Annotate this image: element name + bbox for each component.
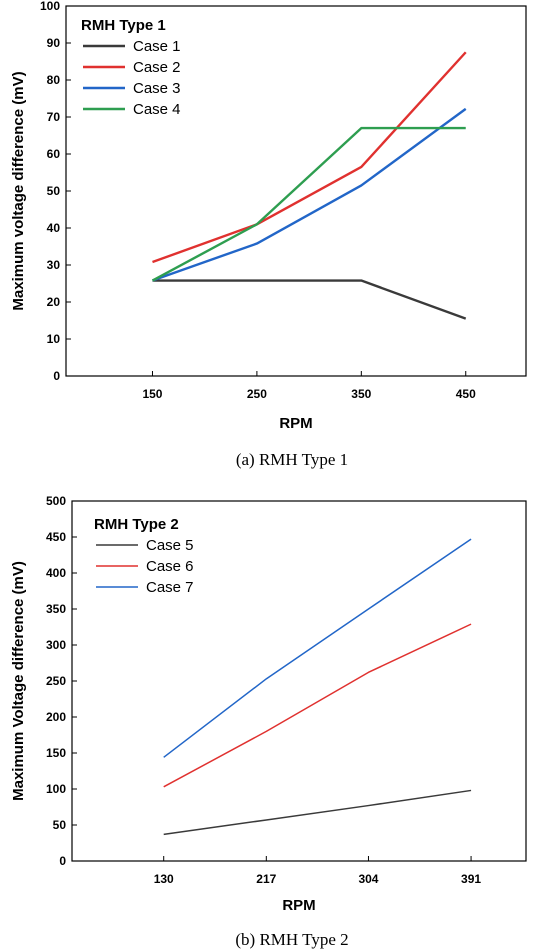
y-axis-ticks-1: 0 10 20 30 40 50 60 70 80 90 100	[40, 0, 71, 383]
legend-2: RMH Type 2 Case 5 Case 6 Case 7	[94, 516, 194, 596]
y-tick-label: 40	[47, 221, 61, 235]
y-tick-label: 90	[47, 36, 61, 50]
chart-rmh-type-2: 0 50 100 150 200 250 300 350 400 450 500 130 217 304…	[10, 494, 527, 949]
legend-entry-label: Case 4	[133, 101, 181, 118]
legend-entry-label: Case 1	[133, 38, 181, 55]
series-line-case-6	[163, 623, 472, 788]
x-tick-label: 350	[351, 387, 371, 401]
y-tick-label: 30	[47, 258, 61, 272]
y-axis-label: Maximum voltage difference (mV)	[10, 71, 27, 310]
x-tick-label: 450	[456, 387, 476, 401]
legend-entry-label: Case 7	[146, 579, 194, 596]
y-tick-label: 80	[47, 73, 61, 87]
y-tick-label: 0	[59, 854, 66, 868]
y-axis-label: Maximum Voltage difference (mV)	[10, 561, 27, 801]
x-tick-label: 250	[247, 387, 267, 401]
y-tick-label: 10	[47, 332, 61, 346]
x-tick-label: 304	[358, 872, 378, 886]
y-tick-label: 100	[40, 0, 60, 13]
legend-entry-label: Case 3	[133, 80, 181, 97]
series-line-case-3	[152, 107, 467, 282]
legend-1: RMH Type 1 Case 1 Case 2 Case 3 Case 4	[81, 17, 181, 118]
series-line-case-4	[151, 126, 466, 282]
y-tick-label: 60	[47, 147, 61, 161]
x-axis-label: RPM	[279, 415, 312, 432]
series-line-case-5	[163, 789, 472, 836]
legend-entry-label: Case 6	[146, 558, 194, 575]
y-tick-label: 50	[53, 818, 67, 832]
figure-caption: (a) RMH Type 1	[236, 450, 348, 469]
x-tick-label: 391	[461, 872, 481, 886]
x-axis-label: RPM	[282, 897, 315, 914]
x-axis-ticks-1: 150 250 350 450	[142, 371, 476, 401]
figure-caption: (b) RMH Type 2	[235, 930, 348, 949]
y-tick-label: 70	[47, 110, 61, 124]
y-tick-label: 400	[46, 566, 66, 580]
y-tick-label: 300	[46, 638, 66, 652]
legend-entry-label: Case 2	[133, 59, 181, 76]
x-tick-label: 130	[154, 872, 174, 886]
legend-title: RMH Type 1	[81, 17, 166, 34]
plot-frame-2	[71, 500, 527, 862]
x-axis-ticks-2: 130 217 304 391	[154, 856, 481, 886]
series-lines-2	[163, 538, 472, 836]
y-tick-label: 150	[46, 746, 66, 760]
series-line-case-1	[152, 279, 467, 320]
y-tick-label: 450	[46, 530, 66, 544]
legend-entry-label: Case 5	[146, 537, 194, 554]
y-tick-label: 0	[53, 369, 60, 383]
x-tick-label: 150	[142, 387, 162, 401]
series-lines-1	[151, 51, 467, 320]
y-tick-label: 50	[47, 184, 61, 198]
y-tick-label: 100	[46, 782, 66, 796]
legend-title: RMH Type 2	[94, 516, 179, 533]
y-tick-label: 20	[47, 295, 61, 309]
chart-rmh-type-1: 0 10 20 30 40 50 60 70 80 90 100 150 250 350 450 RMH …	[10, 0, 527, 469]
x-tick-label: 217	[256, 872, 276, 886]
y-tick-label: 250	[46, 674, 66, 688]
y-tick-label: 350	[46, 602, 66, 616]
y-tick-label: 200	[46, 710, 66, 724]
y-axis-ticks-2: 0 50 100 150 200 250 300 350 400 450 500	[46, 494, 77, 868]
series-line-case-7	[163, 538, 472, 758]
series-line-case-2	[152, 51, 467, 264]
y-tick-label: 500	[46, 494, 66, 508]
